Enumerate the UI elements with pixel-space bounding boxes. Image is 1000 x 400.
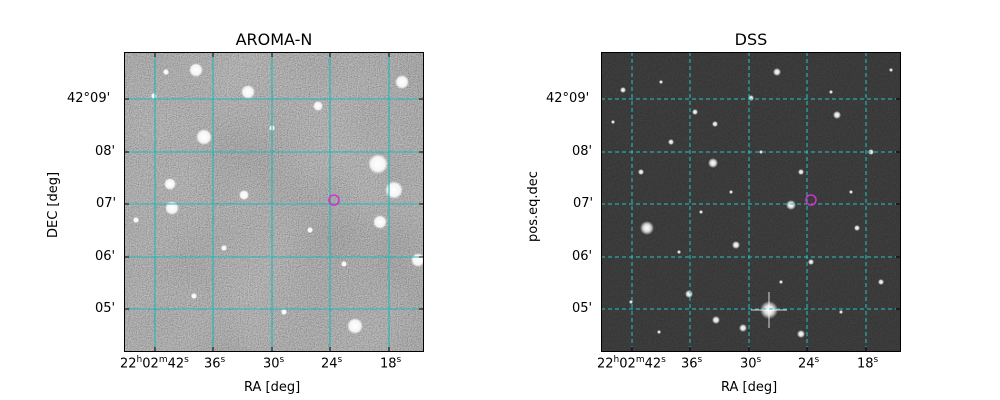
- aroma-ylabel: DEC [deg]: [46, 171, 61, 238]
- dss-xtick-label: 30s: [740, 355, 762, 372]
- dss-ytick-label: 07': [573, 196, 594, 211]
- dss-ytick-label: 08': [572, 144, 593, 159]
- aroma-ytick-label: 42°09': [67, 91, 111, 106]
- dss-ylabel: pos.eq.dec: [526, 171, 541, 242]
- dss-ytick-label: 06': [572, 249, 593, 264]
- aroma-xtick-label: 24s: [321, 355, 343, 372]
- aroma-ytick-label: 05': [95, 301, 116, 316]
- aroma-xtick-label: 36s: [204, 355, 226, 372]
- dss-ytick-label: 42°09': [546, 91, 590, 106]
- aroma-xtick-label: 18s: [380, 355, 402, 372]
- dss-frame: [601, 52, 901, 352]
- dss-target-marker: [805, 194, 817, 206]
- aroma-xlabel: RA [deg]: [244, 380, 301, 395]
- dss-xtick-label: 22h02m42s: [597, 355, 666, 372]
- aroma-frame: [124, 52, 424, 352]
- aroma-image: [124, 52, 424, 352]
- dss-xtick-label: 36s: [681, 355, 703, 372]
- dss-xtick-label: 18s: [857, 355, 879, 372]
- dss-xlabel: RA [deg]: [721, 380, 778, 395]
- aroma-target-marker: [328, 194, 340, 206]
- aroma-ytick-label: 08': [95, 144, 116, 159]
- dss-diffraction-spike: [751, 292, 787, 328]
- dss-xtick-label: 24s: [798, 355, 820, 372]
- dss-title: DSS: [734, 30, 768, 49]
- dss-ytick-label: 05': [572, 301, 593, 316]
- aroma-title: AROMA-N: [235, 30, 313, 49]
- dss-image: [601, 52, 901, 352]
- aroma-ytick-label: 07': [96, 196, 117, 211]
- aroma-ytick-label: 06': [95, 249, 116, 264]
- aroma-xtick-label: 22h02m42s: [120, 355, 189, 372]
- aroma-xtick-label: 30s: [263, 355, 285, 372]
- aroma-grid: [124, 52, 424, 352]
